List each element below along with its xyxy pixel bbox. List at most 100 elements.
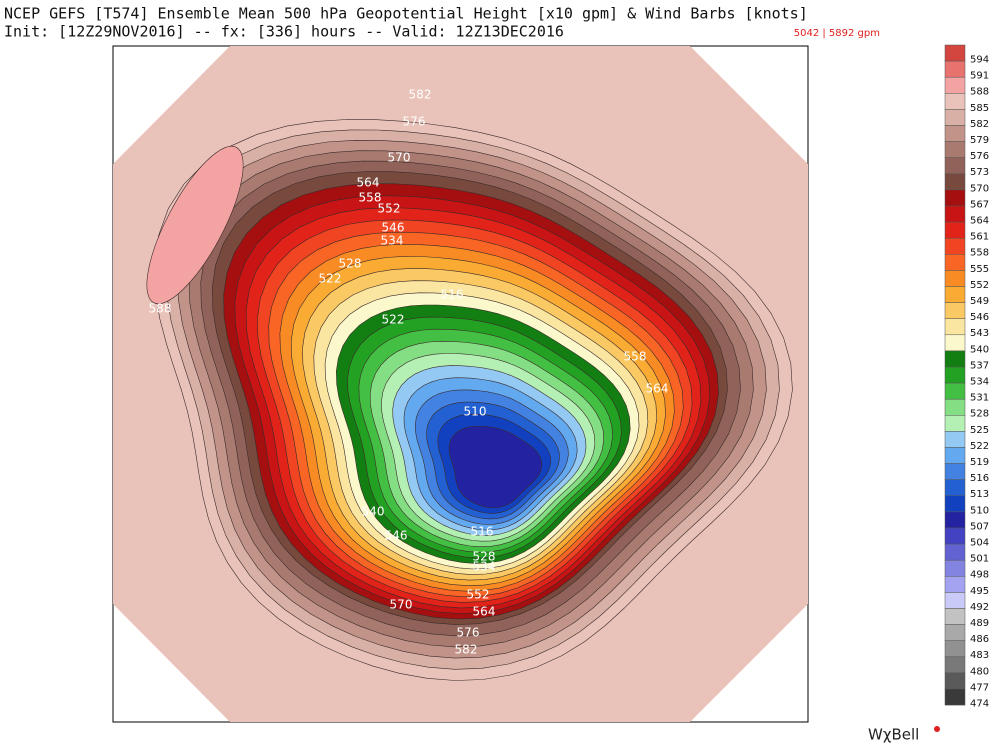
colorbar-cell: [944, 463, 966, 480]
colorbar-label: 561: [970, 232, 989, 243]
colorbar-cell: [944, 688, 966, 706]
contour-label: 588: [149, 302, 172, 316]
colorbar-label: 573: [970, 167, 989, 178]
colorbar-label: 570: [970, 183, 989, 194]
colorbar-label: 585: [970, 103, 989, 114]
contour-label: 564: [473, 605, 496, 619]
colorbar-cell: [944, 559, 966, 577]
colorbar-cell: [944, 125, 966, 142]
colorbar-label: 516: [970, 473, 989, 484]
colorbar-label: 519: [970, 457, 989, 468]
colorbar-label: 525: [970, 425, 989, 436]
colorbar-cell: [944, 350, 966, 368]
colorbar-cell: [944, 398, 966, 416]
colorbar-cell: [944, 221, 966, 239]
colorbar-cell: [944, 656, 966, 674]
contour-label: 528: [339, 257, 362, 271]
colorbar-cell: [944, 205, 966, 223]
colorbar-cell: [944, 173, 966, 191]
colorbar-cell: [944, 270, 966, 287]
contour-label: 552: [378, 202, 401, 216]
contour-label: 558: [624, 350, 647, 364]
contour-label: 546: [382, 221, 405, 235]
colorbar-label: 480: [970, 666, 989, 677]
contour-label: 582: [409, 88, 432, 102]
contour-label: 540: [362, 505, 385, 519]
colorbar-label: 540: [970, 344, 989, 355]
contour-label: 552: [467, 588, 490, 602]
colorbar-label: 531: [970, 393, 989, 404]
colorbar-label: 483: [970, 650, 989, 661]
colorbar-cell: [944, 302, 966, 319]
colorbar-label: 537: [970, 360, 989, 371]
colorbar-cell: [944, 543, 966, 561]
colorbar-label: 492: [970, 602, 989, 613]
contour-label: 522: [382, 313, 405, 327]
colorbar-label: 546: [970, 312, 989, 323]
contour-label: 576: [457, 626, 480, 640]
colorbar-label: 528: [970, 409, 989, 420]
colorbar-cell: [944, 141, 966, 158]
colorbar-cell: [944, 60, 966, 78]
contour-label: 534: [473, 560, 496, 574]
colorbar-label: 510: [970, 505, 989, 516]
colorbar-cell: [944, 511, 966, 529]
colorbar-label: 558: [970, 248, 989, 259]
colorbar-label: 513: [970, 489, 989, 500]
contour-label: 546: [385, 529, 408, 543]
colorbar-label: 549: [970, 296, 989, 307]
colorbar-label: 576: [970, 151, 989, 162]
colorbar-cell: [944, 415, 966, 432]
colorbar-label: 591: [970, 71, 989, 82]
colorbar-cell: [944, 592, 966, 609]
colorbar-label: 522: [970, 441, 989, 452]
contour-label: 516: [441, 288, 464, 302]
contour-label: 564: [357, 176, 380, 190]
colorbar-cell: [944, 576, 966, 593]
colorbar-label: 489: [970, 618, 989, 629]
colorbar-label: 486: [970, 634, 989, 645]
colorbar-label: 594: [970, 54, 989, 65]
logo: WχBell: [868, 726, 919, 744]
colorbar-label: 552: [970, 280, 989, 291]
colorbar-cell: [944, 495, 966, 513]
colorbar-cell: [944, 431, 966, 448]
colorbar-label: 507: [970, 521, 989, 532]
colorbar-cell: [944, 527, 966, 545]
colorbar-cell: [944, 672, 966, 690]
colorbar-label: 543: [970, 328, 989, 339]
colorbar-cell: [944, 93, 966, 110]
colorbar-label: 495: [970, 586, 989, 597]
colorbar-label: 477: [970, 682, 989, 693]
colorbar-cell: [944, 624, 966, 641]
colorbar-label: 555: [970, 264, 989, 275]
colorbar-cell: [944, 254, 966, 271]
colorbar-cell: [944, 286, 966, 303]
colorbar-label: 567: [970, 199, 989, 210]
colorbar-label: 582: [970, 119, 989, 130]
colorbar-label: 504: [970, 537, 989, 548]
colorbar-label: 564: [970, 215, 989, 226]
colorbar-cell: [944, 608, 966, 625]
contour-label: 516: [471, 525, 494, 539]
contour-label: 570: [388, 151, 411, 165]
colorbar-label: 474: [970, 698, 989, 709]
contour-label: 570: [390, 598, 413, 612]
title: NCEP GEFS [T574] Ensemble Mean 500 hPa G…: [4, 5, 808, 23]
contour-label: 510: [464, 405, 487, 419]
contour-label: 576: [403, 115, 426, 129]
contour-label: 582: [455, 643, 478, 657]
map: [113, 46, 808, 722]
colorbar-cell: [944, 479, 966, 497]
contour-label: 558: [359, 191, 382, 205]
subtitle: Init: [12Z29NOV2016] -- fx: [336] hours …: [4, 23, 564, 41]
colorbar-cell: [944, 237, 966, 255]
colorbar-cell: [944, 640, 966, 658]
colorbar-cell: [944, 157, 966, 175]
colorbar: 594 591 588 585 582 579 576 573 570 567 564 561 558 5…: [944, 44, 989, 709]
colorbar-label: 498: [970, 570, 989, 581]
colorbar-label: 579: [970, 135, 989, 146]
colorbar-label: 534: [970, 376, 989, 387]
